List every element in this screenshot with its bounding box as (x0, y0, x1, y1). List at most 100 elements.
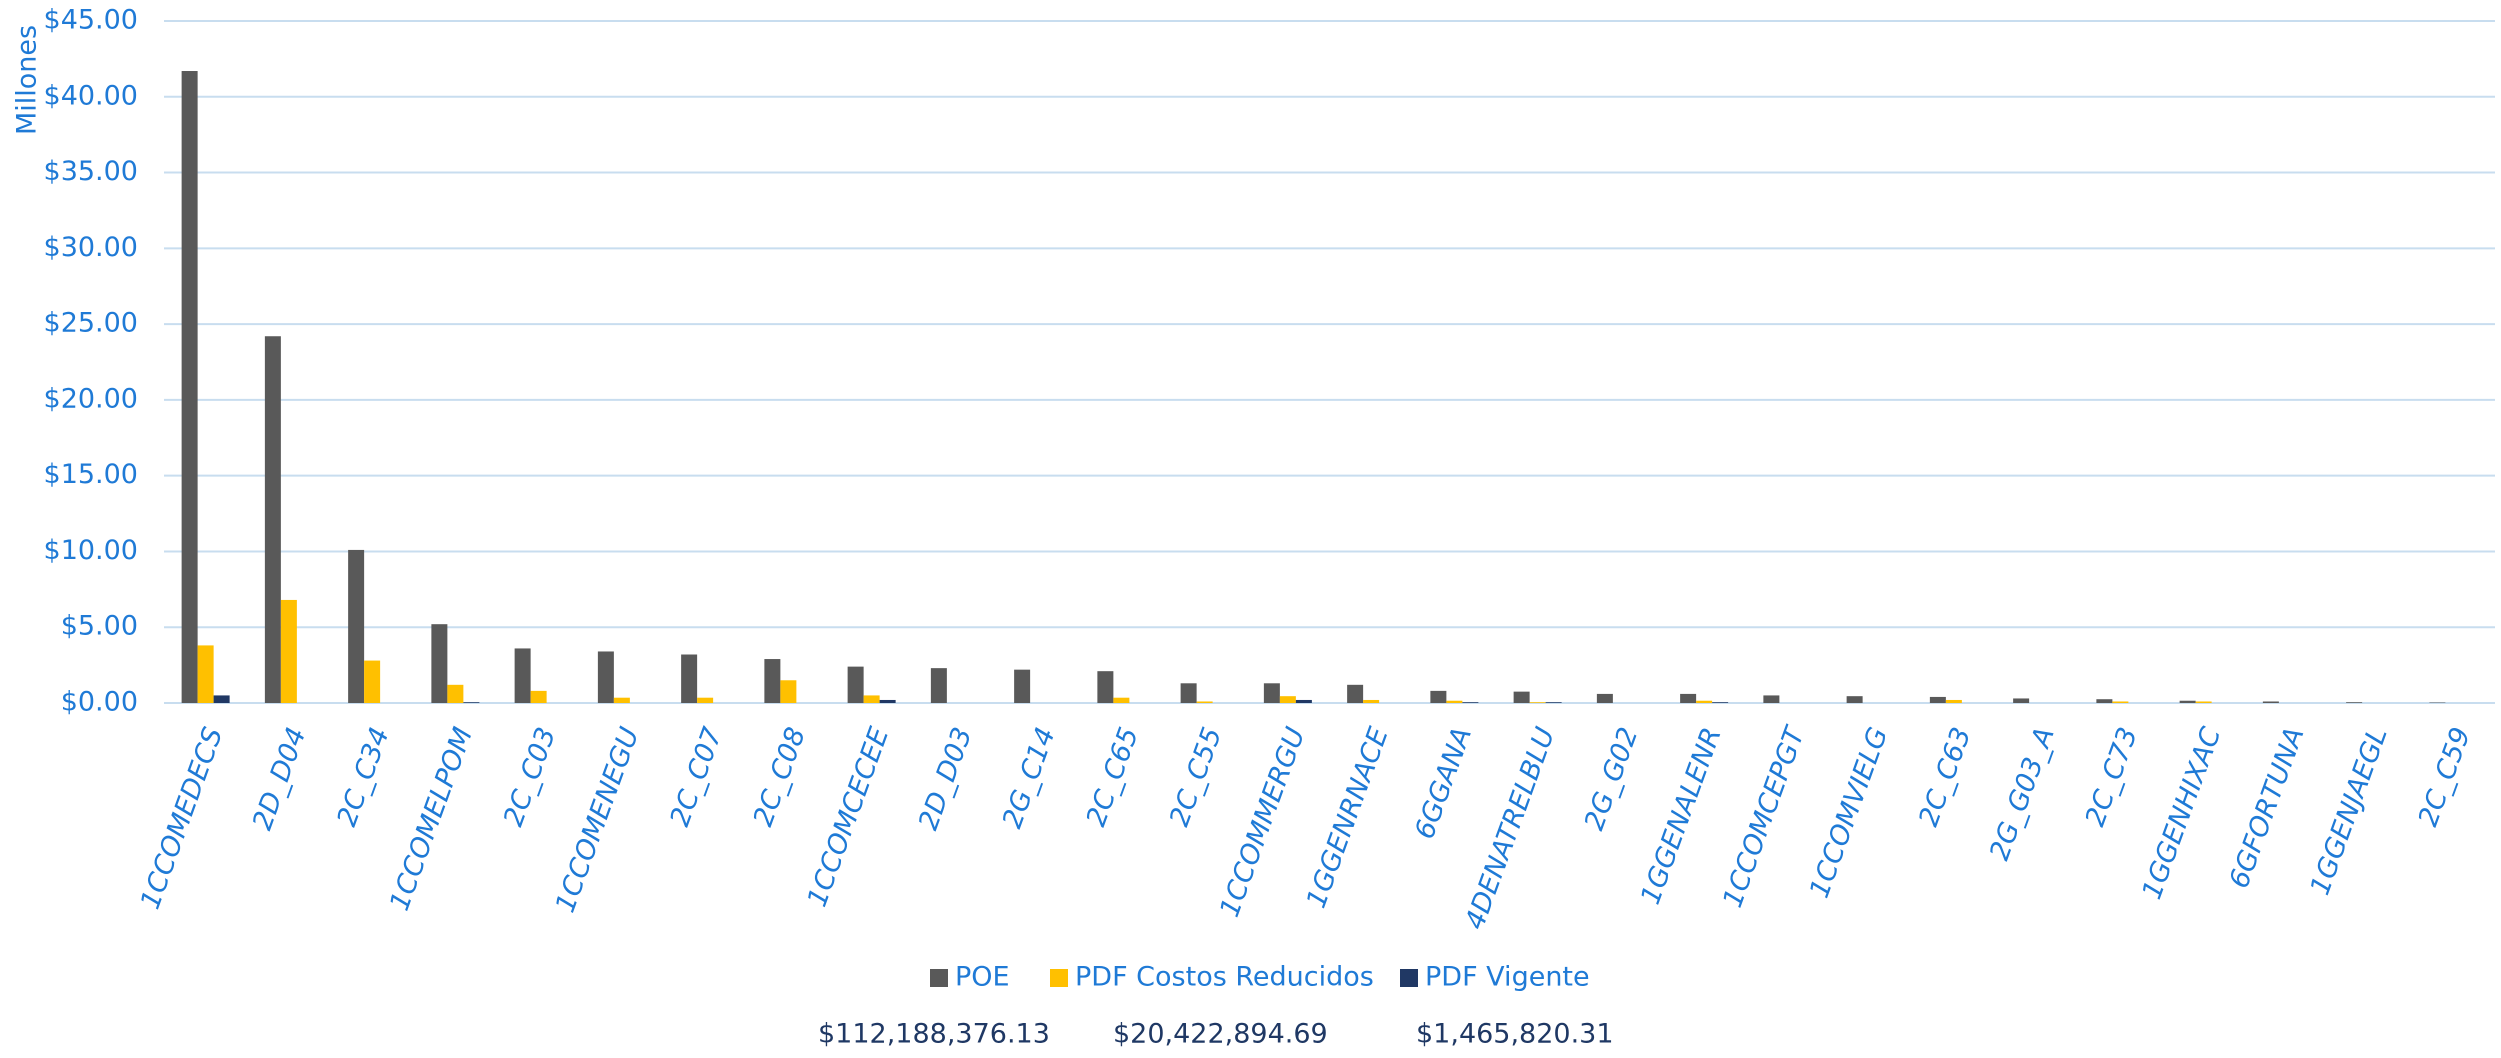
x-tick-label: 2C_C03 (498, 723, 562, 830)
bar (281, 600, 297, 703)
bar (697, 698, 713, 703)
bar (880, 700, 896, 703)
bar (1680, 694, 1696, 703)
x-tick-label: 1CCOMENEGU (550, 723, 646, 917)
bar (681, 655, 697, 703)
bar (2196, 701, 2212, 703)
bar (848, 667, 864, 703)
x-tick-label: 2C_C07 (664, 723, 728, 830)
legend-swatch (1050, 969, 1068, 987)
bar (1181, 683, 1197, 703)
x-tick-label: 1CCOMCECEE (802, 723, 896, 911)
bar (1514, 692, 1530, 703)
bar (1363, 700, 1379, 703)
bar (1264, 683, 1280, 703)
y-tick-label: $25.00 (44, 308, 138, 339)
x-tick-label: 1GGENALENR (1635, 723, 1728, 908)
bar (1847, 696, 1863, 703)
x-tick-label: 2C_C59 (2413, 723, 2477, 830)
legend-swatch (930, 969, 948, 987)
bar (764, 659, 780, 703)
y-tick-label: $45.00 (44, 5, 138, 36)
bar (531, 691, 547, 703)
bar (515, 648, 531, 703)
bar (1546, 702, 1562, 703)
bar (1113, 698, 1129, 703)
x-tick-label: 6GFORTUNA (2224, 723, 2311, 892)
x-tick-label: 2G_G03_A (1984, 723, 2061, 864)
bar (1296, 700, 1312, 703)
bar (2180, 701, 2196, 703)
bar (1430, 691, 1446, 703)
bar (1446, 701, 1462, 703)
bar (364, 661, 380, 703)
bar (1696, 701, 1712, 703)
bar (2013, 698, 2029, 703)
bar (447, 685, 463, 703)
x-tick-label: 4DENATRELBLU (1459, 723, 1561, 933)
x-tick-label: 1GGENJAEGL (2305, 723, 2394, 899)
bar (598, 651, 614, 703)
x-tick-label: 2C_C73 (2080, 723, 2144, 830)
x-tick-label: 1CCOMELPOM (384, 723, 479, 914)
y-tick-label: $35.00 (44, 156, 138, 187)
y-tick-label: $10.00 (44, 535, 138, 566)
x-tick-label: 2C_C08 (748, 723, 812, 830)
y-tick-label: $40.00 (44, 80, 138, 111)
bar (1014, 670, 1030, 703)
x-tick-label: 2D_D04 (247, 723, 313, 834)
legend-label: PDF Costos Reducidos (1075, 962, 1374, 993)
x-tick-label: 1CCOMMERGU (1214, 723, 1311, 921)
bar (348, 550, 364, 703)
y-tick-label: $30.00 (44, 232, 138, 263)
bar (463, 702, 479, 703)
x-tick-label: 2C_C65 (1081, 723, 1145, 830)
y-tick-label: $20.00 (44, 383, 138, 414)
bar (1197, 701, 1213, 703)
bar (214, 695, 230, 703)
bar (1930, 697, 1946, 703)
x-tick-label: 2G_G02 (1579, 723, 1645, 834)
bar (1597, 694, 1613, 703)
y-tick-label: $15.00 (44, 459, 138, 490)
bar (1347, 685, 1363, 703)
x-tick-label: 2D_D03 (913, 723, 979, 834)
bar (1712, 702, 1728, 703)
bar (2346, 702, 2362, 703)
bar (198, 645, 214, 703)
x-tick-label: 2G_C14 (997, 723, 1062, 832)
bar (265, 336, 281, 703)
x-tick-label: 1CCOMVIELG (1804, 723, 1894, 902)
bar (614, 698, 630, 703)
bar (1530, 702, 1546, 703)
bar (780, 680, 796, 703)
bar (931, 668, 947, 703)
y-axis-title: Millones (12, 25, 43, 135)
legend-label: POE (955, 962, 1010, 993)
x-tick-label: 2C_C63 (1913, 723, 1977, 830)
y-tick-label: $5.00 (61, 611, 138, 642)
x-tick-label: 1CCOMEDECS (135, 723, 229, 913)
bar (182, 71, 198, 703)
bar (1462, 702, 1478, 703)
total-label: $20,422,894.69 (1113, 1019, 1328, 1050)
legend-swatch (1400, 969, 1418, 987)
legend-label: PDF Vigente (1425, 962, 1590, 993)
x-tick-label: 2C_C34 (331, 723, 395, 830)
bar (2263, 701, 2279, 703)
bar (1763, 695, 1779, 703)
y-tick-label: $0.00 (61, 687, 138, 718)
total-label: $112,188,376.13 (818, 1019, 1050, 1050)
bar (864, 695, 880, 703)
x-tick-label: 1GGENHIXAC (2136, 723, 2227, 903)
x-tick-label: 2C_C55 (1164, 723, 1228, 830)
bar (431, 624, 447, 703)
bar (1946, 700, 1962, 703)
x-tick-label: 6GGANA (1409, 723, 1478, 843)
bar (1097, 671, 1113, 703)
x-tick-label: 1CCOMCEPGT (1717, 721, 1812, 912)
bar (1280, 696, 1296, 703)
total-label: $1,465,820.31 (1416, 1019, 1614, 1050)
bar (2112, 701, 2128, 703)
